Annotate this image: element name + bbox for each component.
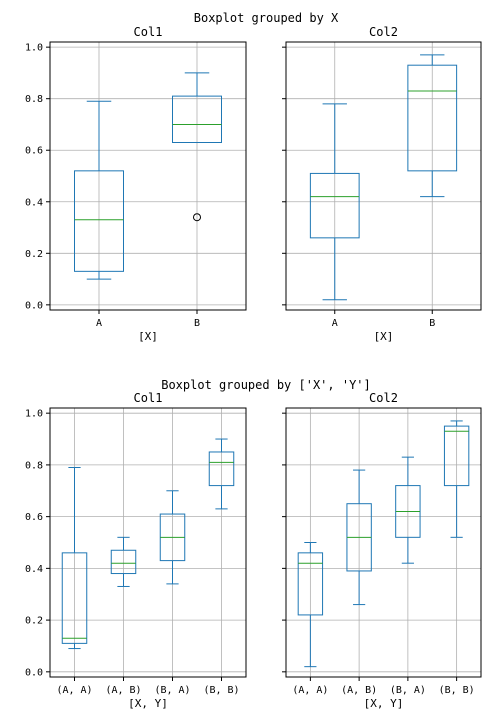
x-tick-label: (B, A) (390, 685, 426, 696)
box-ba (395, 456, 421, 564)
subplot-title: Col2 (369, 25, 398, 39)
x-tick-label: B (429, 318, 435, 329)
box-iqr (74, 170, 124, 272)
x-tick-label: (A, A) (292, 685, 328, 696)
box-b (172, 72, 222, 222)
x-tick-label: A (332, 318, 338, 329)
y-tick-label: 0.2 (25, 616, 43, 627)
subplot-title: Col1 (134, 391, 163, 405)
axes-frame (285, 41, 482, 311)
box-ba (159, 490, 186, 585)
y-tick-label: 0.0 (25, 300, 43, 311)
box-ab (346, 469, 372, 606)
chart-panel-col1-by-xy: 0.0 0.2 0.4 0.6 0.8 1.0 (A, A) (A, B) (B, A) (B, … (25, 391, 247, 710)
x-tick-label: (A, B) (341, 685, 377, 696)
x-tick-label: A (96, 318, 102, 329)
y-tick-label: 1.0 (25, 409, 43, 420)
box-a (309, 103, 360, 301)
box-iqr (407, 64, 458, 172)
box-iqr (309, 172, 360, 239)
subplot-title: Col2 (369, 391, 398, 405)
figure-title-top: Boxplot grouped by X (194, 11, 339, 25)
box-iqr (443, 425, 470, 487)
x-axis-label: [X] (374, 330, 394, 343)
outlier-point (193, 213, 201, 222)
x-tick-label: (B, B) (439, 685, 475, 696)
box-iqr (61, 552, 88, 644)
box-iqr (110, 549, 137, 575)
chart-panel-col2-by-x: A B Col2 [X] (282, 25, 482, 343)
box-aa (297, 542, 324, 668)
x-tick-label: (A, A) (56, 685, 92, 696)
chart-panel-col2-by-xy: (A, A) (A, B) (B, A) (B, B) Col2 [X, Y] (282, 391, 482, 710)
x-axis-label: [X, Y] (364, 697, 404, 710)
axes-frame (49, 41, 247, 311)
x-axis-label: [X, Y] (128, 697, 168, 710)
box-bb (208, 438, 235, 510)
y-tick-label: 0.0 (25, 667, 43, 678)
y-tick-label: 0.6 (25, 146, 43, 157)
box-ab (110, 536, 137, 587)
subplot-title: Col1 (134, 25, 163, 39)
x-tick-label: (A, B) (105, 685, 141, 696)
y-tick-label: 0.8 (25, 460, 43, 471)
y-tick-label: 0.2 (25, 249, 43, 260)
figure-title-bottom: Boxplot grouped by ['X', 'Y'] (161, 378, 371, 392)
y-tick-label: 0.8 (25, 94, 43, 105)
box-iqr (172, 95, 222, 144)
box-a (74, 100, 124, 280)
box-iqr (297, 552, 324, 616)
y-tick-label: 1.0 (25, 43, 43, 54)
axes-frame (49, 407, 247, 678)
x-tick-label: (B, A) (154, 685, 190, 696)
box-b (407, 54, 458, 198)
x-axis-label: [X] (138, 330, 158, 343)
chart-panel-col1-by-x: 0.0 0.2 0.4 0.6 0.8 1.0 A B Col1 [X] (25, 25, 247, 343)
x-tick-label: (B, B) (203, 685, 239, 696)
box-bb (443, 420, 470, 538)
box-aa (61, 466, 88, 650)
y-tick-label: 0.4 (25, 564, 43, 575)
y-tick-label: 0.4 (25, 197, 43, 208)
y-tick-label: 0.6 (25, 512, 43, 523)
x-tick-label: B (194, 318, 200, 329)
box-iqr (208, 451, 235, 487)
axes-frame (285, 407, 482, 678)
